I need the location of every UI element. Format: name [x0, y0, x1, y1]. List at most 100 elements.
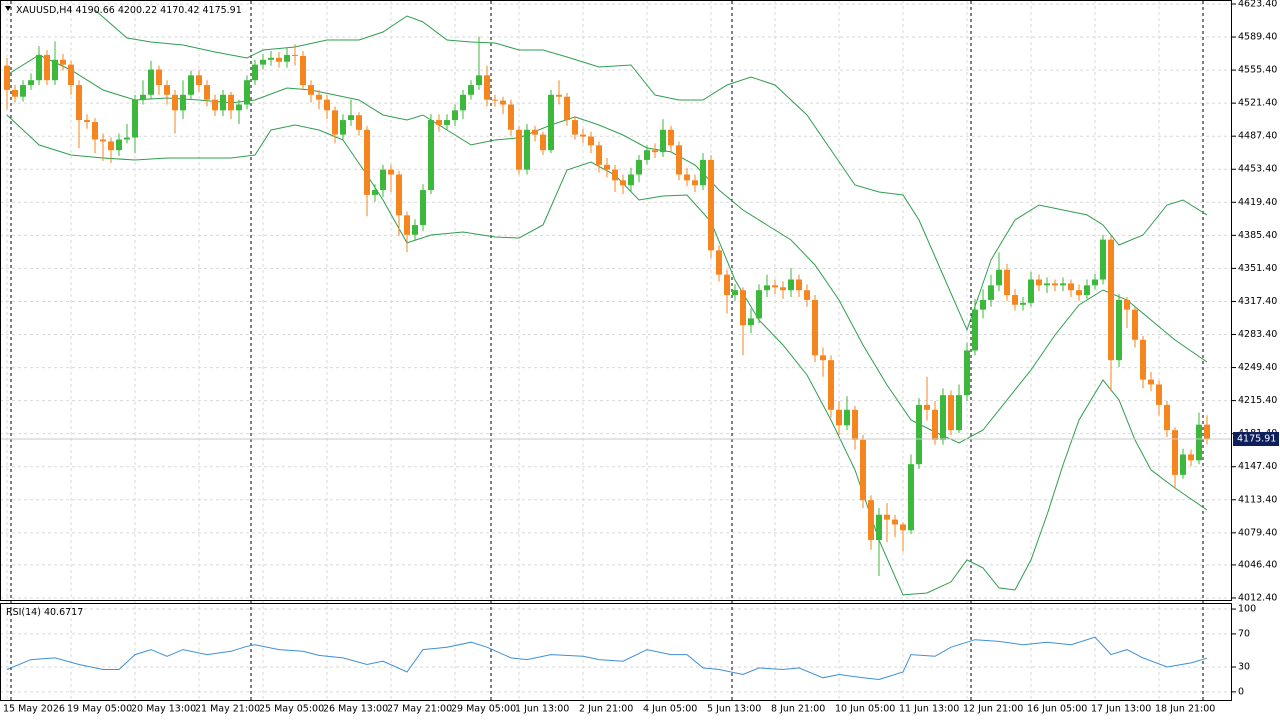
candle-body	[868, 500, 874, 541]
candle-body	[244, 80, 250, 105]
candle-body	[1012, 295, 1018, 305]
current-price-box	[1233, 432, 1279, 447]
candle-body	[844, 409, 850, 426]
price-panel-frame	[0, 0, 1232, 601]
candle-body	[1172, 430, 1178, 475]
x-tick-label: 15 May 2026	[3, 704, 65, 715]
candle-body	[900, 524, 906, 531]
candle-body	[516, 129, 522, 170]
candle-body	[148, 69, 154, 95]
candle-body	[532, 129, 538, 135]
candle-body	[1004, 269, 1010, 296]
candle-body	[1180, 454, 1186, 475]
candle-body	[132, 99, 138, 138]
candle-body	[1060, 283, 1066, 286]
candle-body	[308, 85, 314, 95]
candle-body	[140, 94, 146, 100]
x-tick-label: 18 Jun 21:00	[1155, 704, 1215, 715]
rsi-panel-frame	[0, 603, 1232, 701]
x-tick-label: 29 May 05:00	[451, 704, 516, 715]
candle-body	[964, 350, 970, 396]
candle-body	[292, 54, 298, 56]
candle-body	[756, 290, 762, 319]
candle-body	[364, 129, 370, 195]
candle-body	[1196, 424, 1202, 461]
candle-body	[740, 290, 746, 326]
x-tick-label: 12 Jun 21:00	[963, 704, 1023, 715]
candle-body	[44, 54, 50, 81]
candle-body	[300, 55, 306, 86]
x-tick-label: 26 May 13:00	[323, 704, 388, 715]
x-tick-label: 17 Jun 13:00	[1091, 704, 1151, 715]
candle-body	[668, 129, 674, 146]
candle-body	[692, 180, 698, 186]
candle-body	[204, 85, 210, 100]
y-tick-label: 4215.40	[1238, 395, 1277, 406]
candle-body	[468, 85, 474, 95]
ohlc-high: 4200.22	[118, 5, 157, 16]
y-tick-label: 4385.40	[1238, 230, 1277, 241]
y-tick-label: 4589.40	[1238, 32, 1277, 43]
labels-layer: 4623.40 4589.40 4555.40 4521.40 4487.40 4453.…	[3, 0, 1279, 715]
candle-body	[428, 120, 434, 191]
chart-header: XAUUSD,H4 4190.66 4200.22 4170.42 4175.9…	[16, 5, 242, 16]
candle-body	[1132, 309, 1138, 340]
candle-body	[396, 174, 402, 216]
grid-layer	[0, 0, 1232, 700]
bollinger-band	[6, 54, 1208, 444]
candle-body	[420, 190, 426, 226]
rsi-value: 40.6717	[44, 607, 83, 618]
candle-body	[636, 159, 642, 175]
candle-body	[268, 57, 274, 60]
candle-body	[1156, 384, 1162, 405]
candle-body	[116, 139, 122, 151]
y-tick-label: 4046.40	[1238, 559, 1277, 570]
candle-body	[956, 395, 962, 431]
candle-body	[540, 134, 546, 151]
candle-body	[556, 94, 562, 97]
candle-body	[644, 150, 650, 160]
y-tick-label: 4283.40	[1238, 329, 1277, 340]
bollinger-band	[94, 9, 1208, 332]
x-tick-label: 20 May 13:00	[131, 704, 196, 715]
candle-body	[948, 395, 954, 431]
x-tick-label: 25 May 05:00	[259, 704, 324, 715]
y-tick-label: 4487.40	[1238, 131, 1277, 142]
bollinger-band	[6, 114, 1208, 596]
candle-body	[340, 120, 346, 135]
candle-body	[36, 54, 42, 81]
candle-body	[628, 174, 634, 186]
candle-body	[676, 145, 682, 175]
candle-body	[460, 94, 466, 111]
candle-body	[124, 137, 130, 140]
candle-body	[508, 104, 514, 130]
y-tick-label: 0	[1238, 686, 1244, 697]
y-tick-label: 4521.40	[1238, 98, 1277, 109]
candle-body	[596, 145, 602, 165]
separators	[10, 1, 1204, 700]
rsi-title: RSI(14)	[6, 607, 41, 618]
candle-body	[28, 80, 34, 86]
candle-body	[908, 464, 914, 531]
candle-body	[164, 85, 170, 95]
candle-body	[4, 65, 10, 90]
y-tick-label: 4249.40	[1238, 362, 1277, 373]
candle-body	[100, 139, 106, 142]
candle-body	[660, 129, 666, 153]
candle-body	[372, 190, 378, 195]
candle-body	[884, 514, 890, 520]
y-tick-label: 4419.40	[1238, 197, 1277, 208]
candle-body	[12, 89, 18, 97]
x-tick-label: 5 Jun 13:00	[707, 704, 761, 715]
collapse-icon[interactable]	[5, 6, 11, 11]
candle-body	[188, 75, 194, 95]
candle-body	[1044, 283, 1050, 286]
candle-body	[1188, 454, 1194, 461]
candle-body	[892, 519, 898, 525]
y-tick-label: 4453.40	[1238, 164, 1277, 175]
candle-body	[1140, 339, 1146, 380]
candle-body	[708, 159, 714, 251]
x-tick-label: 11 Jun 13:00	[899, 704, 959, 715]
candle-body	[412, 225, 418, 235]
